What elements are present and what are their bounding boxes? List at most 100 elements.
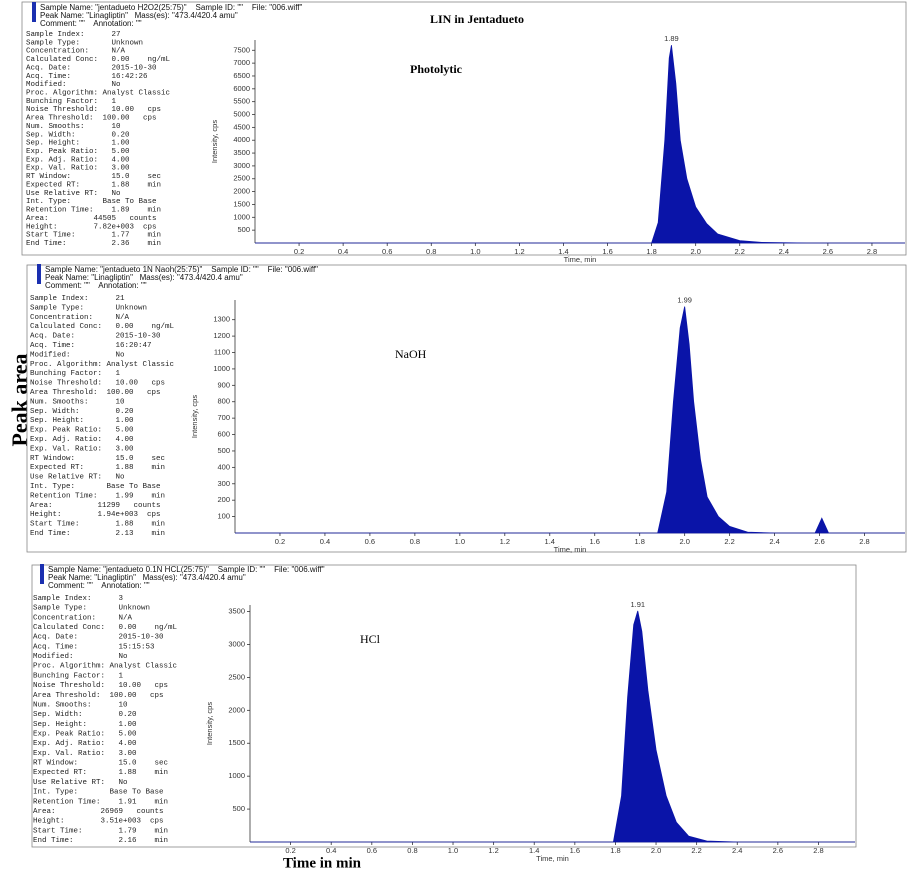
x-tick-label: 2.2 <box>735 247 745 256</box>
y-tick-label: 200 <box>217 495 230 504</box>
info-line: Num. Smooths: 10 <box>30 398 125 406</box>
y-tick-label: 7500 <box>233 45 250 54</box>
info-line: Num. Smooths: 10 <box>26 123 121 131</box>
info-line: Exp. Adj. Ratio: 4.00 <box>33 740 137 748</box>
info-line: Sep. Width: 0.20 <box>33 711 137 719</box>
info-line: Retention Time: 1.99 min <box>30 492 165 500</box>
info-line: Start Time: 1.77 min <box>26 232 161 240</box>
info-line: RT Window: 15.0 sec <box>33 760 168 768</box>
x-tick-label: 1.8 <box>610 846 620 855</box>
info-line: Expected RT: 1.88 min <box>30 464 165 472</box>
x-tick-label: 1.8 <box>646 247 656 256</box>
info-line: Num. Smooths: 10 <box>33 701 128 709</box>
y-tick-label: 4000 <box>233 135 250 144</box>
info-line: Bunching Factor: 1 <box>30 370 121 378</box>
info-line: Height: 3.51e+003 cps <box>33 818 164 826</box>
x-tick-label: 0.2 <box>285 846 295 855</box>
info-line: Int. Type: Base To Base <box>33 789 164 797</box>
y-tick-label: 600 <box>217 430 230 439</box>
header-line: Comment: "" Annotation: "" <box>48 581 150 590</box>
x-tick-label: 1.0 <box>448 846 458 855</box>
info-line: Acq. Date: 2015-10-30 <box>30 333 161 341</box>
figure-y-label: Peak area <box>7 353 32 446</box>
header-line: Peak Name: "Linagliptin" Mass(es): "473.… <box>48 573 246 582</box>
x-tick-label: 1.6 <box>590 537 600 546</box>
info-line: End Time: 2.36 min <box>26 240 161 248</box>
x-tick-label: 0.8 <box>410 537 420 546</box>
info-line: Area Threshold: 100.00 cps <box>33 692 164 700</box>
y-tick-label: 1200 <box>213 331 230 340</box>
y-tick-label: 400 <box>217 462 230 471</box>
x-tick-label: 2.6 <box>823 247 833 256</box>
y-tick-label: 1500 <box>233 199 250 208</box>
info-line: Retention Time: 1.91 min <box>33 798 168 806</box>
header-line: Peak Name: "Linagliptin" Mass(es): "473.… <box>45 273 243 282</box>
y-tick-label: 900 <box>217 380 230 389</box>
x-tick-label: 2.6 <box>814 537 824 546</box>
info-line: Use Relative RT: No <box>26 190 121 198</box>
info-line: Sample Index: 3 <box>33 595 124 603</box>
header-line: Comment: "" Annotation: "" <box>45 281 147 290</box>
peak-area <box>235 306 905 534</box>
x-tick-label: 1.6 <box>602 247 612 256</box>
y-tick-label: 800 <box>217 397 230 406</box>
info-line: Expected RT: 1.88 min <box>33 769 168 777</box>
info-line: Proc. Algorithm: Analyst Classic <box>26 90 170 98</box>
panel-frame <box>21 1 907 256</box>
header-bar <box>40 564 44 584</box>
info-line: Concentration: N/A <box>30 314 130 322</box>
info-line: Sample Index: 21 <box>30 295 125 303</box>
x-tick-label: 2.8 <box>867 247 877 256</box>
info-line: Start Time: 1.79 min <box>33 827 168 835</box>
x-tick-label: 1.4 <box>529 846 539 855</box>
y-tick-label: 300 <box>217 479 230 488</box>
y-tick-label: 500 <box>217 446 230 455</box>
info-line: Int. Type: Base To Base <box>30 483 161 491</box>
y-tick-label: 1100 <box>214 347 230 356</box>
info-line: Expected RT: 1.88 min <box>26 181 161 189</box>
x-tick-label: 0.4 <box>320 537 330 546</box>
info-line: Proc. Algorithm: Analyst Classic <box>33 663 177 671</box>
peak-label: 1.89 <box>664 34 679 43</box>
y-tick-label: 700 <box>217 413 230 422</box>
info-line: Sample Index: 27 <box>26 31 121 39</box>
info-line: End Time: 2.13 min <box>30 530 165 538</box>
y-tick-label: 1000 <box>213 364 230 373</box>
info-line: Area Threshold: 100.00 cps <box>26 115 157 123</box>
info-line: Start Time: 1.88 min <box>30 521 165 529</box>
info-line: Exp. Peak Ratio: 5.00 <box>26 148 130 156</box>
info-line: Calculated Conc: 0.00 ng/mL <box>30 323 175 331</box>
x-tick-label: 2.8 <box>813 846 823 855</box>
chart-title: LIN in Jentadueto <box>430 12 524 26</box>
x-tick-label: 2.4 <box>769 537 779 546</box>
y-tick-label: 3000 <box>228 639 245 648</box>
info-line: Concentration: N/A <box>26 48 126 56</box>
x-tick-label: 2.6 <box>773 846 783 855</box>
y-tick-label: 500 <box>237 225 250 234</box>
x-tick-label: 0.2 <box>275 537 285 546</box>
info-line: Exp. Val. Ratio: 3.00 <box>26 165 130 173</box>
x-tick-label: 1.2 <box>500 537 510 546</box>
y-tick-label: 3500 <box>233 148 250 157</box>
info-line: Sep. Height: 1.00 <box>26 140 130 148</box>
y-tick-label: 2000 <box>228 705 245 714</box>
info-line: Bunching Factor: 1 <box>33 672 124 680</box>
header-line: Sample Name: "jentadueto 0.1N HCL(25:75)… <box>48 565 325 574</box>
x-axis-label: Time, min <box>554 545 587 554</box>
x-tick-label: 1.6 <box>570 846 580 855</box>
info-line: Sample Type: Unknown <box>26 39 143 47</box>
info-line: Use Relative RT: No <box>33 779 128 787</box>
info-line: RT Window: 15.0 sec <box>26 173 161 181</box>
x-tick-label: 2.0 <box>690 247 700 256</box>
info-line: Sep. Width: 0.20 <box>30 408 134 416</box>
info-line: Area Threshold: 100.00 cps <box>30 389 161 397</box>
y-tick-label: 6500 <box>233 71 250 80</box>
y-tick-label: 5000 <box>233 110 250 119</box>
peak-area <box>255 45 905 244</box>
panel-label: HCl <box>360 632 381 646</box>
x-tick-label: 0.2 <box>294 247 304 256</box>
info-line: End Time: 2.16 min <box>33 837 168 845</box>
x-tick-label: 1.2 <box>514 247 524 256</box>
info-line: Bunching Factor: 1 <box>26 98 117 106</box>
info-line: Noise Threshold: 10.00 cps <box>33 682 168 690</box>
